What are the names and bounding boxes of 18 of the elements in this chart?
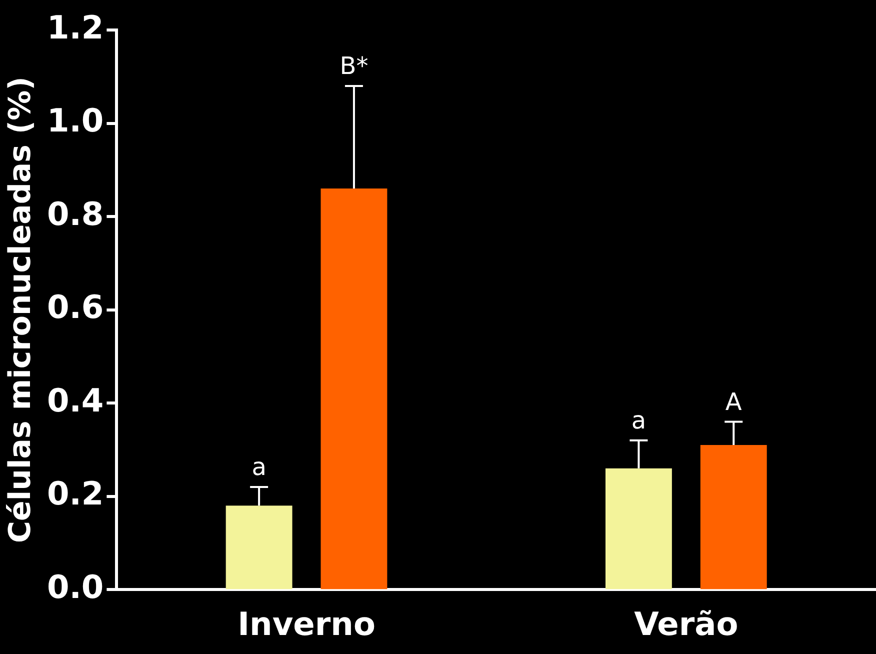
y-tick-label: 0.2 bbox=[47, 474, 104, 513]
x-tick-label: Verão bbox=[634, 605, 738, 644]
y-tick-label: 0.6 bbox=[47, 288, 104, 326]
annotation: a bbox=[631, 406, 646, 435]
y-tick-label: 1.0 bbox=[47, 102, 104, 140]
y-tick-label: 0.0 bbox=[47, 568, 104, 606]
annotation: a bbox=[252, 453, 266, 482]
bar bbox=[700, 445, 767, 590]
y-axis-title: Células micronucleadas (%) bbox=[2, 76, 38, 544]
x-tick-label: Inverno bbox=[238, 605, 376, 644]
y-tick-label: 0.4 bbox=[47, 381, 104, 420]
y-tick-label: 0.8 bbox=[47, 194, 104, 233]
annotation: B* bbox=[340, 52, 368, 80]
bar bbox=[226, 506, 292, 590]
y-tick-label: 1.2 bbox=[47, 8, 104, 46]
bar bbox=[320, 188, 388, 590]
annotation: A bbox=[725, 388, 742, 416]
bar bbox=[605, 468, 672, 590]
